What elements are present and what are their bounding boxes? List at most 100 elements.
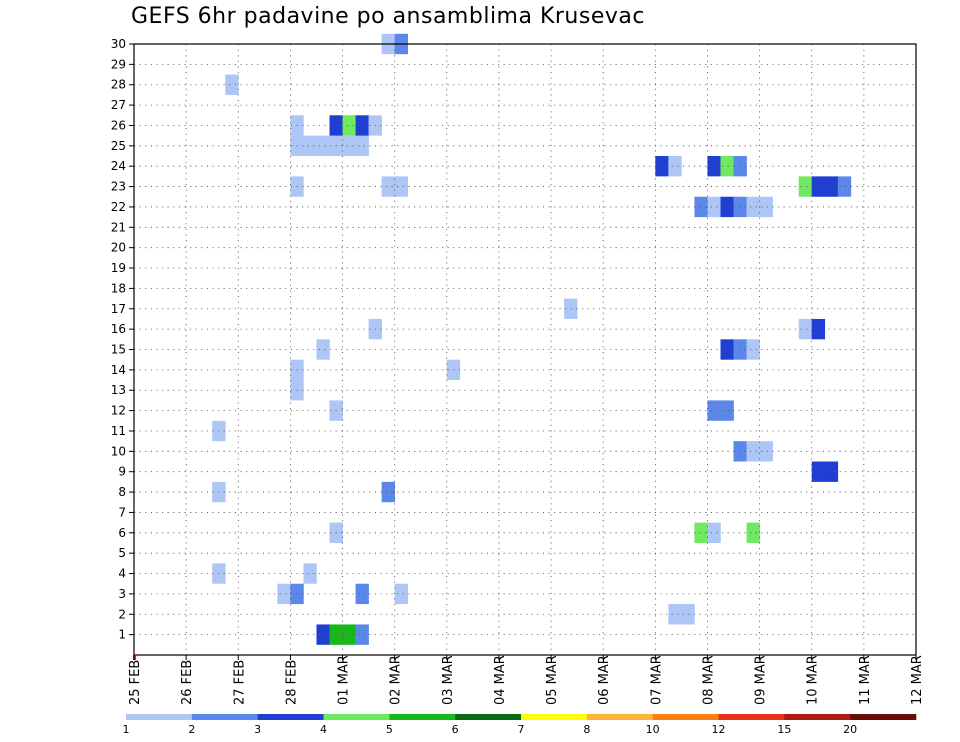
legend-swatch xyxy=(718,714,785,720)
heatmap-cell xyxy=(798,318,813,340)
heatmap-cell xyxy=(316,339,330,360)
x-tick-label: 26 FEB xyxy=(180,660,195,705)
heatmap-cell xyxy=(355,135,369,157)
heatmap-cell xyxy=(798,176,813,197)
x-tick-label: 02 MAR xyxy=(389,655,404,705)
y-tick-label: 5 xyxy=(118,546,126,560)
heatmap-cell xyxy=(746,339,760,360)
x-tick-label: 04 MAR xyxy=(493,655,508,705)
x-axis: 25 FEB 26 FEB 27 FEB 28 FEB 01 MAR 02 MAR 03 M… xyxy=(128,655,925,705)
y-tick-label: 23 xyxy=(111,180,126,194)
y-tick-label: 9 xyxy=(118,465,126,479)
y-tick-label: 7 xyxy=(118,505,126,519)
y-tick-label: 24 xyxy=(111,159,126,173)
x-tick-label: 08 MAR xyxy=(701,655,716,705)
gridlines xyxy=(134,43,916,655)
heatmap-cell xyxy=(707,522,721,543)
y-tick-label: 14 xyxy=(111,363,126,377)
x-tick-label: 01 MAR xyxy=(337,655,352,705)
legend-label: 3 xyxy=(254,723,261,736)
heatmap-cell xyxy=(707,400,721,421)
y-tick-label: 17 xyxy=(111,302,126,316)
heatmap-cell xyxy=(824,176,839,197)
heatmap-cell xyxy=(277,583,291,605)
heatmap-cell xyxy=(668,156,682,177)
legend-swatch xyxy=(521,714,588,720)
legend-swatch xyxy=(323,714,390,720)
heatmap-cell xyxy=(342,624,356,645)
legend-label: 10 xyxy=(646,723,660,736)
heatmap-cell xyxy=(694,196,708,218)
legend-swatch xyxy=(586,714,653,720)
heatmap-cell xyxy=(303,135,317,157)
legend-label: 8 xyxy=(583,723,590,736)
heatmap-cell xyxy=(681,604,695,625)
y-tick-label: 13 xyxy=(111,383,126,397)
x-tick-label: 03 MAR xyxy=(441,655,456,705)
y-tick-label: 1 xyxy=(118,628,126,642)
legend-swatch xyxy=(850,714,917,720)
legend-label: 15 xyxy=(777,723,791,736)
legend-label: 12 xyxy=(712,723,726,736)
heatmap-cell xyxy=(316,135,330,157)
y-tick-label: 30 xyxy=(111,37,126,51)
y-tick-label: 4 xyxy=(118,567,126,581)
x-tick-label: 10 MAR xyxy=(806,655,821,705)
heatmap-cell xyxy=(342,135,356,157)
heatmap-cell xyxy=(733,339,747,360)
y-tick-label: 16 xyxy=(111,322,126,336)
heatmap-cell xyxy=(746,196,760,218)
heatmap-cell xyxy=(720,400,734,421)
legend-label: 4 xyxy=(320,723,327,736)
heatmap-cell xyxy=(564,298,578,319)
legend-swatch xyxy=(784,714,851,720)
x-tick-label: 28 FEB xyxy=(284,660,299,705)
heatmap-cells xyxy=(212,33,852,645)
legend-label: 20 xyxy=(843,723,857,736)
x-tick-label: 25 FEB xyxy=(128,660,143,705)
heatmap-cell xyxy=(746,522,760,543)
y-tick-label: 11 xyxy=(111,424,126,438)
heatmap-cell xyxy=(668,604,682,625)
y-tick-label: 18 xyxy=(111,281,126,295)
legend-swatch xyxy=(126,714,193,720)
heatmap-cell xyxy=(720,156,734,177)
heatmap-cell xyxy=(733,441,747,462)
legend-label: 1 xyxy=(123,723,130,736)
y-tick-label: 15 xyxy=(111,343,126,357)
legend-label: 5 xyxy=(386,723,393,736)
x-tick-label: 12 MAR xyxy=(910,655,925,705)
y-tick-label: 20 xyxy=(111,241,126,255)
legend-label: 2 xyxy=(188,723,195,736)
heatmap-cell xyxy=(303,563,317,584)
y-tick-label: 3 xyxy=(118,587,126,601)
heatmap-cell xyxy=(342,115,356,136)
heatmap-cell xyxy=(355,624,369,645)
heatmap-cell xyxy=(759,441,773,462)
y-tick-label: 19 xyxy=(111,261,126,275)
heatmap-cell xyxy=(720,196,734,218)
heatmap-cell xyxy=(394,583,408,605)
heatmap-cell xyxy=(381,481,395,503)
x-tick-label: 05 MAR xyxy=(545,655,560,705)
legend-swatch xyxy=(191,714,258,720)
plot-frame xyxy=(133,43,917,656)
heatmap-cell xyxy=(707,156,721,177)
y-tick-label: 12 xyxy=(111,404,126,418)
y-tick-label: 27 xyxy=(111,98,126,112)
chart-title: GEFS 6hr padavine po ansamblima Krusevac xyxy=(131,4,645,29)
heatmap-cell xyxy=(225,74,239,95)
heatmap-cell xyxy=(720,339,734,360)
x-tick-label: 27 FEB xyxy=(232,660,247,705)
x-tick-label: 11 MAR xyxy=(858,655,873,705)
x-tick-label: 06 MAR xyxy=(597,655,612,705)
heatmap-cell xyxy=(759,196,773,218)
heatmap-cell xyxy=(837,176,852,197)
y-axis: 1234567891011121314151617181920212223242… xyxy=(111,37,134,642)
heatmap-cell xyxy=(733,156,747,177)
heatmap-cell xyxy=(316,624,330,645)
y-tick-label: 8 xyxy=(118,485,126,499)
y-tick-label: 25 xyxy=(111,139,126,153)
legend-swatch xyxy=(257,714,324,720)
